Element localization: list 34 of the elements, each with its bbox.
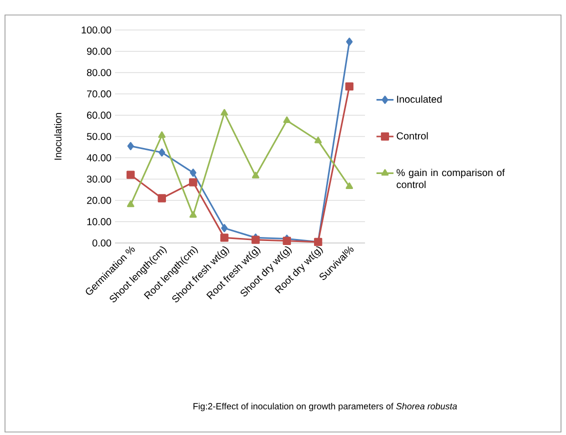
point: [189, 211, 197, 218]
point: [346, 38, 353, 46]
y-tick-label: 20.00: [87, 196, 112, 204]
text: Fig:2-Effect of inoculation on growth parameters of Shorea robusta: [193, 402, 457, 412]
y-axis-title: Inoculation: [54, 113, 62, 160]
y-tick-label: 60.00: [87, 112, 112, 119]
point: [126, 200, 134, 208]
y-tick-label: 80.00: [86, 69, 112, 76]
y-tick-label: 10.00: [87, 218, 112, 226]
y-tick-label: 50.00: [86, 132, 112, 140]
legend-label: % gain in comparison of control: [396, 168, 505, 188]
point: [283, 116, 291, 123]
point: [220, 108, 228, 116]
point: [189, 178, 198, 186]
legend-label: Control: [396, 132, 428, 140]
point: [314, 136, 322, 144]
y-tick-label: 0.00: [92, 239, 112, 247]
point: [252, 172, 260, 178]
point: [220, 234, 228, 242]
point: [158, 194, 166, 202]
point: [127, 142, 134, 150]
y-tick-label: 40.00: [86, 154, 112, 162]
point: [158, 148, 166, 157]
point: [190, 168, 196, 177]
point: [126, 170, 135, 179]
point: [346, 182, 354, 189]
y-tick-label: 70.00: [87, 90, 112, 98]
legend-label: Inoculated: [397, 95, 442, 103]
y-tick-label: 30.00: [86, 176, 112, 183]
y-tick-label: 100.00: [82, 26, 112, 34]
point: [221, 224, 228, 232]
point: [158, 131, 166, 138]
point: [345, 82, 354, 91]
y-tick-label: 90.00: [87, 48, 112, 55]
